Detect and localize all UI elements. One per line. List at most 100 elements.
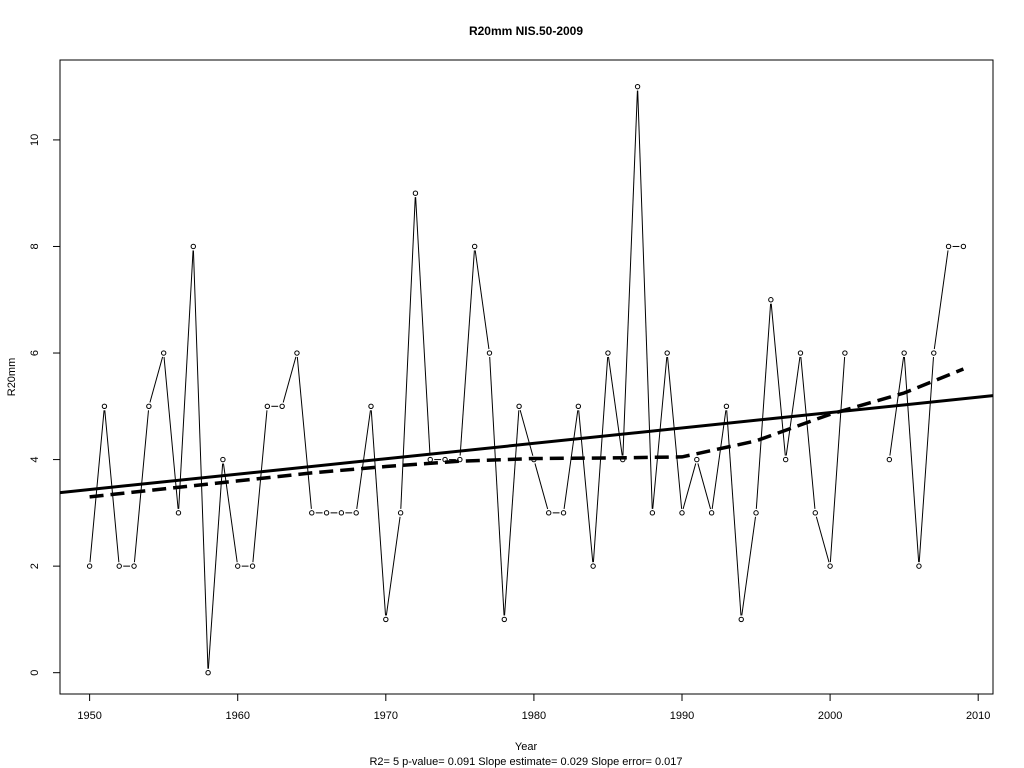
series-segment: [622, 90, 638, 456]
series-segment: [652, 356, 668, 509]
series-segment: [415, 197, 431, 456]
series-segment: [933, 250, 949, 350]
data-point: [931, 350, 937, 356]
data-point: [486, 350, 493, 356]
x-tick-label: 1990: [670, 710, 694, 722]
y-tick-label: 2: [29, 563, 41, 569]
data-point: [279, 403, 285, 410]
series-segment: [741, 516, 756, 616]
data-point: [86, 563, 93, 569]
series-segment: [400, 197, 416, 509]
data-point: [797, 350, 804, 356]
series-segment: [504, 410, 520, 616]
series-segment: [637, 90, 653, 509]
data-point: [264, 403, 271, 410]
series-segment: [385, 516, 401, 616]
data-point: [427, 456, 433, 463]
x-tick-label: 1970: [374, 710, 398, 722]
data-point: [338, 510, 345, 516]
series-segment: [800, 356, 816, 509]
series-segment: [178, 250, 194, 509]
series-segment: [829, 356, 846, 563]
series-segment: [149, 356, 164, 403]
data-point: [101, 403, 108, 410]
data-point: [471, 243, 478, 250]
data-point: [116, 563, 122, 569]
series-segment: [252, 410, 268, 563]
data-point: [546, 510, 552, 516]
y-tick-label: 4: [29, 457, 41, 463]
data-point: [901, 350, 907, 356]
series-segment: [578, 410, 594, 563]
series-segment: [815, 516, 830, 563]
data-point: [160, 350, 167, 356]
series-segment: [222, 463, 238, 563]
series-segment: [726, 410, 742, 616]
data-point: [605, 350, 611, 356]
data-point: [575, 403, 582, 410]
data-point: [516, 403, 522, 410]
series-segment: [296, 356, 312, 509]
data-point: [649, 510, 656, 516]
data-point: [294, 350, 300, 356]
y-tick-label: 6: [29, 350, 41, 356]
data-point: [753, 510, 759, 516]
series-segment: [608, 356, 623, 456]
data-point: [708, 510, 715, 516]
data-point: [412, 190, 419, 196]
data-point: [782, 456, 789, 463]
series-segment: [192, 250, 209, 669]
smoothed-trend-line: [89, 367, 965, 499]
data-point: [205, 669, 211, 676]
series-segment: [667, 356, 683, 509]
series-segment: [133, 410, 149, 563]
data-point: [368, 403, 374, 410]
data-point: [960, 243, 967, 250]
x-tick-label: 1980: [522, 710, 546, 722]
data-point: [560, 510, 567, 516]
series-segment: [918, 356, 934, 563]
x-tick-label: 2000: [818, 710, 842, 722]
chart-title: R20mm NIS.50-2009: [469, 24, 583, 38]
data-point: [146, 403, 152, 410]
y-tick-label: 8: [29, 243, 41, 249]
data-point: [235, 563, 241, 569]
data-point: [397, 510, 404, 516]
series-segment: [697, 463, 712, 510]
chart-footer: R2= 5 p-value= 0.091 Slope estimate= 0.0…: [369, 756, 682, 768]
plot-frame: [59, 59, 994, 695]
data-point: [679, 510, 685, 516]
data-point: [723, 403, 730, 410]
series-segment: [682, 463, 697, 510]
series-segment: [89, 410, 105, 563]
data-point: [812, 510, 818, 516]
series-segment: [282, 356, 297, 403]
data-point: [945, 243, 952, 250]
data-point: [501, 616, 507, 623]
data-point: [190, 243, 196, 250]
series-segment: [474, 250, 490, 350]
data-point: [309, 510, 315, 516]
data-point: [664, 350, 670, 356]
data-point: [590, 563, 596, 569]
data-point: [383, 616, 389, 623]
data-point: [738, 616, 744, 623]
series-segment: [519, 410, 534, 456]
data-point: [249, 563, 256, 569]
data-point: [842, 350, 848, 356]
y-axis-label: R20mm: [6, 358, 18, 397]
series-segment: [534, 463, 549, 510]
x-tick-label: 1960: [225, 710, 249, 722]
data-point: [768, 297, 774, 303]
data-point: [827, 563, 833, 569]
series-segment: [489, 356, 505, 616]
data-point: [220, 456, 226, 463]
series-segment: [711, 410, 727, 509]
y-tick-label: 0: [29, 670, 41, 676]
x-tick-label: 1950: [77, 710, 101, 722]
axes: 1950 1960 1970 1980 1990 2000 2010 0 2 4 6 8 10: [29, 134, 990, 722]
series-segment: [755, 303, 772, 509]
data-point: [353, 510, 359, 516]
x-axis-label: Year: [515, 741, 538, 753]
